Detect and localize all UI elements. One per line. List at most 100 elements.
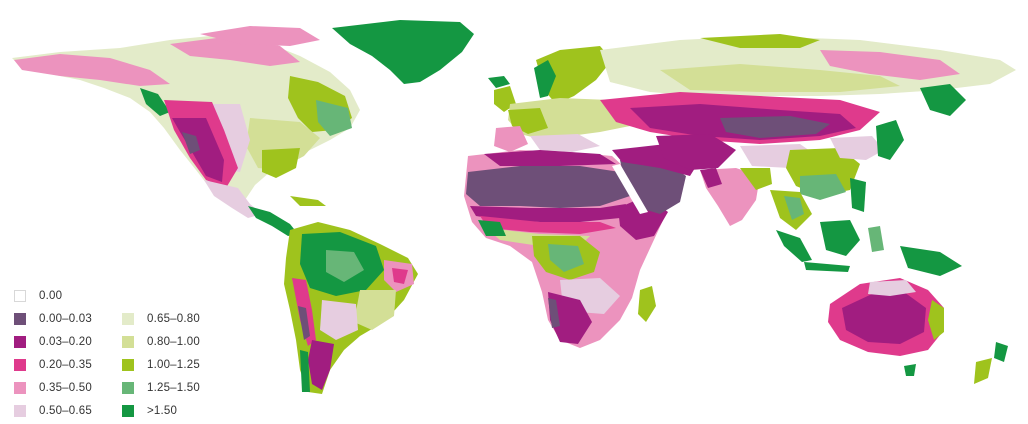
amazon-core (326, 250, 364, 282)
legend-label: >1.50 (147, 405, 178, 417)
borneo (820, 220, 860, 256)
pacific-northwest (140, 88, 170, 116)
legend-label: 0.65–0.80 (147, 313, 200, 325)
india-northeast-wet (740, 168, 772, 190)
gobi (720, 116, 830, 138)
indochina-wet (784, 196, 804, 220)
canada-east-green (316, 100, 352, 136)
iran-afghanistan (656, 134, 736, 170)
sahara (466, 166, 630, 208)
legend-item: >1.50 (122, 401, 200, 421)
legend-column-left: 0.00 0.00–0.03 0.03–0.20 0.20–0.35 0.35–… (14, 286, 92, 424)
mojave-hyperarid (182, 132, 200, 154)
legend-swatch (14, 359, 26, 371)
legend-label: 1.25–1.50 (147, 382, 200, 394)
congo-rainforest (548, 244, 584, 272)
legend-item: 0.50–0.65 (14, 401, 92, 421)
legend-swatch (122, 382, 134, 394)
sudan-savanna (480, 216, 616, 234)
scandinavia (536, 46, 612, 104)
caribbean (290, 196, 326, 206)
legend-swatch (14, 290, 26, 302)
legend-label: 0.35–0.50 (39, 382, 92, 394)
new-guinea (900, 246, 962, 276)
norway-coast (534, 60, 556, 98)
madagascar (638, 286, 656, 322)
legend-swatch (122, 313, 134, 325)
legend-swatch (14, 336, 26, 348)
caatinga (392, 268, 408, 284)
north-china (830, 136, 884, 160)
legend-label: 0.03–0.20 (39, 336, 92, 348)
maritime-southeast-asia (776, 178, 962, 276)
legend-label: 1.00–1.25 (147, 359, 200, 371)
mexico (204, 180, 262, 218)
russia-far-east (920, 84, 966, 116)
australia-north-coast (868, 280, 916, 296)
thar-desert (700, 168, 722, 188)
java (804, 262, 850, 272)
legend-column-right: 0.65–0.80 0.80–1.00 1.00–1.25 1.25–1.50 … (122, 309, 200, 424)
patagonia (308, 340, 334, 390)
legend-swatch (14, 313, 26, 325)
legend-item: 0.80–1.00 (122, 332, 200, 352)
sahel (470, 204, 626, 222)
mediterranean-south (530, 134, 600, 152)
australia-interior (842, 292, 926, 344)
legend-item: 0.65–0.80 (122, 309, 200, 329)
new-zealand-south (974, 358, 992, 384)
greenland (200, 20, 510, 88)
south-america (284, 222, 418, 394)
legend-item: 0.20–0.35 (14, 355, 92, 375)
arctic-coast (700, 34, 820, 48)
red-sea (612, 164, 648, 214)
greenland-ice (332, 20, 474, 84)
australia-east-coast (928, 300, 944, 340)
namib (548, 298, 560, 328)
legend-item: 0.03–0.20 (14, 332, 92, 352)
legend-swatch (122, 336, 134, 348)
iberia (494, 126, 528, 152)
arctic-islands (200, 26, 320, 46)
alaska-tundra (14, 54, 170, 86)
aridity-legend: 0.00 0.00–0.03 0.03–0.20 0.20–0.35 0.35–… (14, 286, 244, 417)
legend-item: 1.25–1.50 (122, 378, 200, 398)
us-southeast (262, 148, 300, 178)
chile-south (300, 350, 310, 392)
north-africa-coast (484, 150, 616, 166)
kalahari (548, 292, 592, 344)
legend-item: 1.00–1.25 (122, 355, 200, 375)
iceland (488, 76, 510, 88)
gran-chaco (320, 300, 358, 340)
legend-swatch (122, 405, 134, 417)
sumatra (776, 230, 812, 262)
legend-label: 0.00–0.03 (39, 313, 92, 325)
legend-swatch (14, 382, 26, 394)
legend-label: 0.00 (39, 290, 63, 302)
legend-item: 0.00 (14, 286, 92, 306)
asia (600, 34, 1016, 230)
atacama (298, 306, 310, 340)
gulf-of-guinea (478, 220, 506, 236)
tasmania (904, 364, 916, 376)
legend-item: 0.35–0.50 (14, 378, 92, 398)
legend-swatch (14, 405, 26, 417)
new-zealand-north (994, 342, 1008, 362)
brazil-cerrado (354, 290, 396, 330)
legend-label: 0.80–1.00 (147, 336, 200, 348)
sulawesi (868, 226, 884, 252)
siberia-east-pink (820, 50, 960, 80)
legend-item: 0.00–0.03 (14, 309, 92, 329)
central-america (248, 206, 298, 236)
legend-label: 0.20–0.35 (39, 359, 92, 371)
legend-label: 0.50–0.65 (39, 405, 92, 417)
legend-swatch (122, 359, 134, 371)
north-america (12, 34, 360, 236)
africa (464, 150, 668, 348)
korea-japan (876, 120, 904, 160)
siberia-wet (660, 64, 900, 92)
south-china (800, 174, 846, 200)
philippines (850, 178, 866, 212)
oceania (828, 278, 1008, 384)
